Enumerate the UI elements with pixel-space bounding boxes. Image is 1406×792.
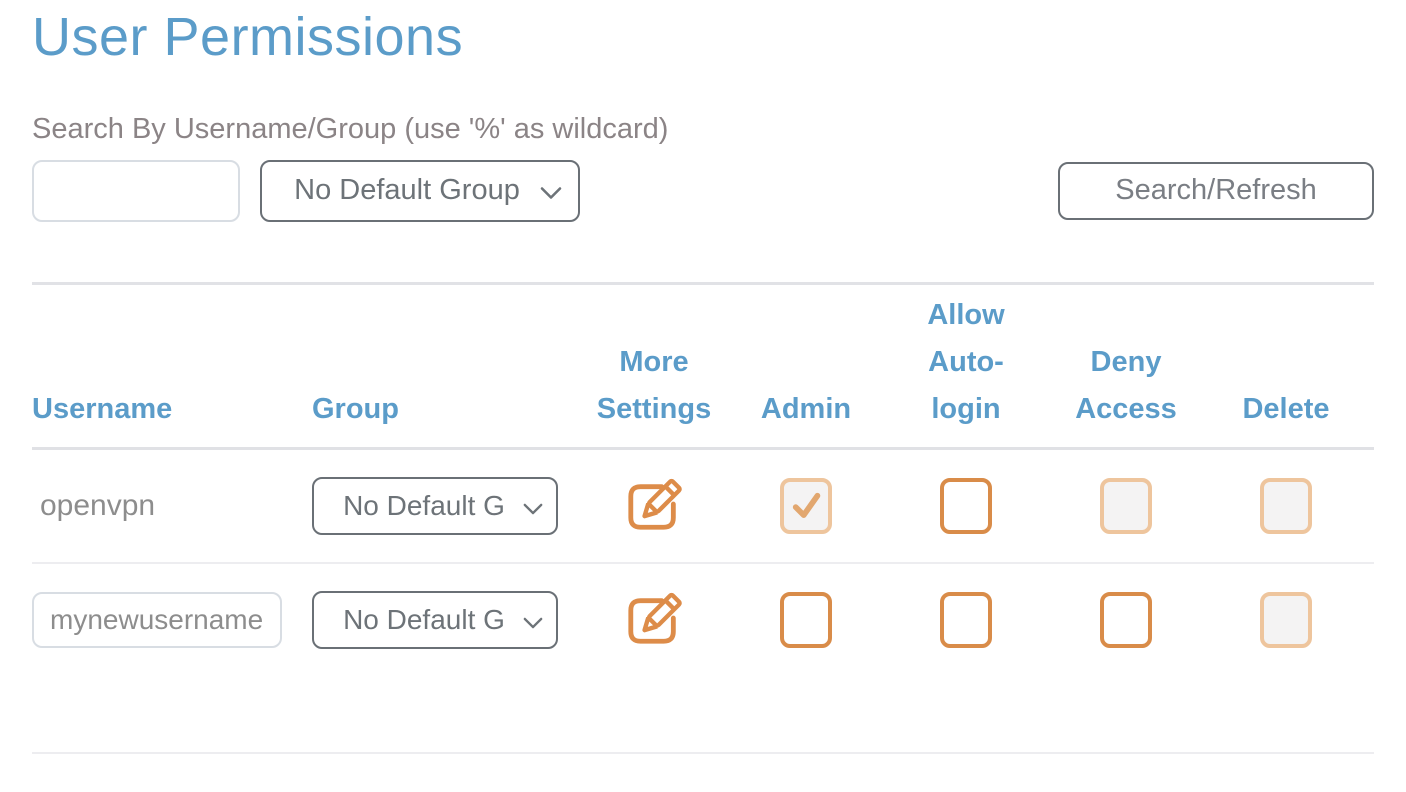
row-group-select[interactable]: No Default G [312, 590, 558, 649]
chevron-down-icon [523, 490, 543, 522]
table-row-openvpn: openvpn No Default G [32, 450, 1374, 562]
column-header-admin: Admin [760, 392, 852, 425]
column-header-delete: Delete [1242, 392, 1330, 425]
search-input[interactable] [32, 159, 240, 222]
table-header-row: Username Group More Settings Admin Allow… [32, 285, 1374, 450]
bottom-divider [32, 751, 1374, 754]
page-title: User Permissions [32, 7, 464, 67]
row-group-select-value: No Default G [343, 489, 505, 521]
admin-checkbox[interactable] [780, 477, 832, 534]
section-divider [32, 281, 1374, 285]
search-label: Search By Username/Group (use '%' as wil… [32, 113, 669, 146]
row-group-select-value: No Default G [343, 603, 505, 635]
column-header-more-settings: More Settings [596, 345, 712, 425]
chevron-down-icon [540, 174, 562, 207]
delete-checkbox[interactable] [1260, 477, 1312, 534]
checkmark-icon [792, 492, 821, 518]
search-controls: No Default Group Search/Refresh [32, 159, 1374, 222]
table-row-new-user: No Default G [32, 564, 1374, 676]
delete-checkbox[interactable] [1260, 591, 1312, 648]
column-header-username: Username [32, 392, 173, 425]
default-group-select-value: No Default Group [294, 174, 520, 207]
column-header-deny-access: Deny Access [1075, 345, 1177, 425]
username-text: openvpn [40, 488, 156, 522]
allow-autologin-checkbox[interactable] [940, 591, 992, 648]
new-username-input[interactable] [32, 591, 282, 648]
chevron-down-icon [523, 604, 543, 636]
row-divider [32, 561, 1374, 564]
search-refresh-button[interactable]: Search/Refresh [1058, 161, 1374, 220]
column-header-group: Group [312, 392, 399, 425]
deny-access-checkbox[interactable] [1100, 591, 1152, 648]
edit-pencil-square-icon[interactable] [623, 477, 685, 535]
bottom-spacer [32, 676, 1374, 752]
row-group-select[interactable]: No Default G [312, 476, 558, 535]
admin-checkbox[interactable] [780, 591, 832, 648]
user-permissions-page: User Permissions Search By Username/Grou… [0, 6, 1406, 754]
allow-autologin-checkbox[interactable] [940, 477, 992, 534]
edit-pencil-square-icon[interactable] [623, 591, 685, 649]
default-group-select[interactable]: No Default Group [260, 159, 580, 222]
column-header-allow-autologin: Allow Auto- login [927, 298, 1005, 425]
deny-access-checkbox[interactable] [1100, 477, 1152, 534]
